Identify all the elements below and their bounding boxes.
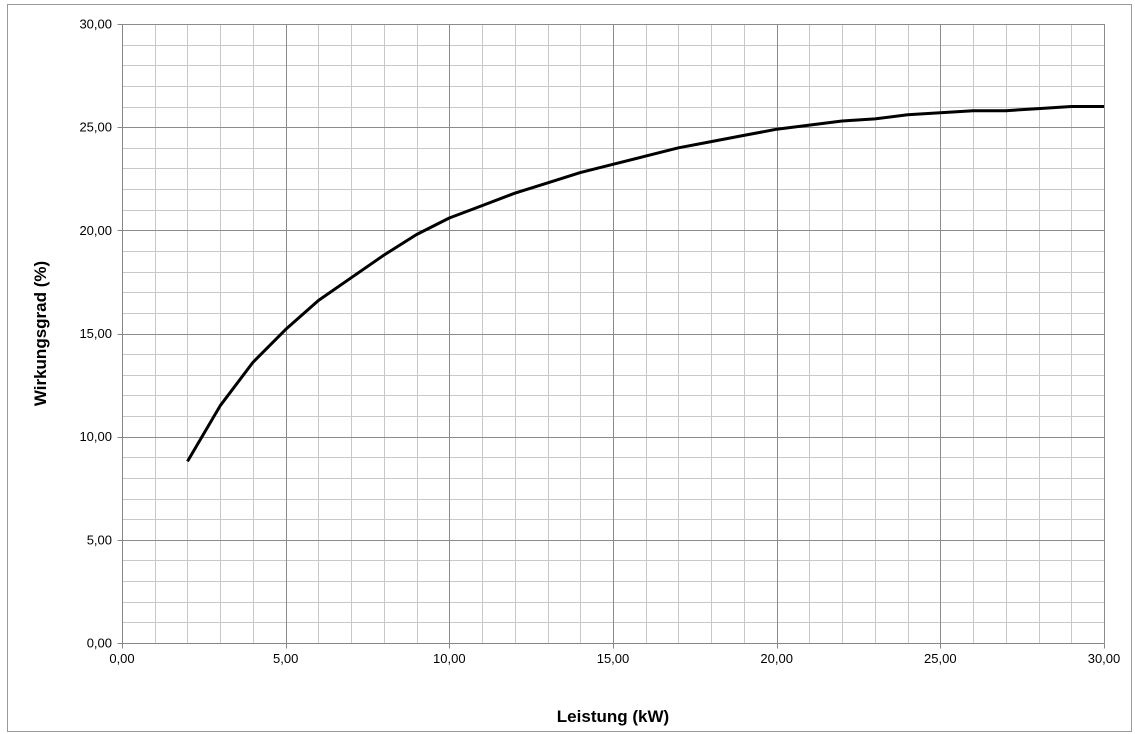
x-tick-label: 20,00: [760, 651, 793, 666]
x-tick-label: 5,00: [273, 651, 298, 666]
y-tick-label: 30,00: [79, 17, 112, 32]
y-tick-label: 5,00: [87, 532, 112, 547]
x-axis-title: Leistung (kW): [557, 707, 669, 726]
series-layer: [186, 105, 1104, 463]
y-axis-title: Wirkungsgrad (%): [31, 261, 50, 406]
y-tick-labels: 0,00 5,00 10,00 15,00 20,00 25,00 30,00: [79, 17, 112, 651]
axes: [117, 24, 1105, 649]
y-tick-label: 10,00: [79, 429, 112, 444]
x-tick-label: 0,00: [109, 651, 134, 666]
chart-frame: [7, 4, 1132, 732]
x-tick-labels: 0,00 5,00 10,00 15,00 20,00 25,00 30,00: [109, 651, 1120, 666]
y-tick-label: 15,00: [79, 326, 112, 341]
series-line-0: [186, 105, 1104, 463]
x-tick-label: 15,00: [597, 651, 630, 666]
y-tick-label: 0,00: [87, 636, 112, 651]
x-tick-label: 25,00: [924, 651, 957, 666]
major-grid: [122, 24, 1105, 643]
y-tick-label: 20,00: [79, 223, 112, 238]
x-tick-label: 10,00: [433, 651, 466, 666]
x-tick-label: 30,00: [1088, 651, 1121, 666]
y-tick-label: 25,00: [79, 120, 112, 135]
